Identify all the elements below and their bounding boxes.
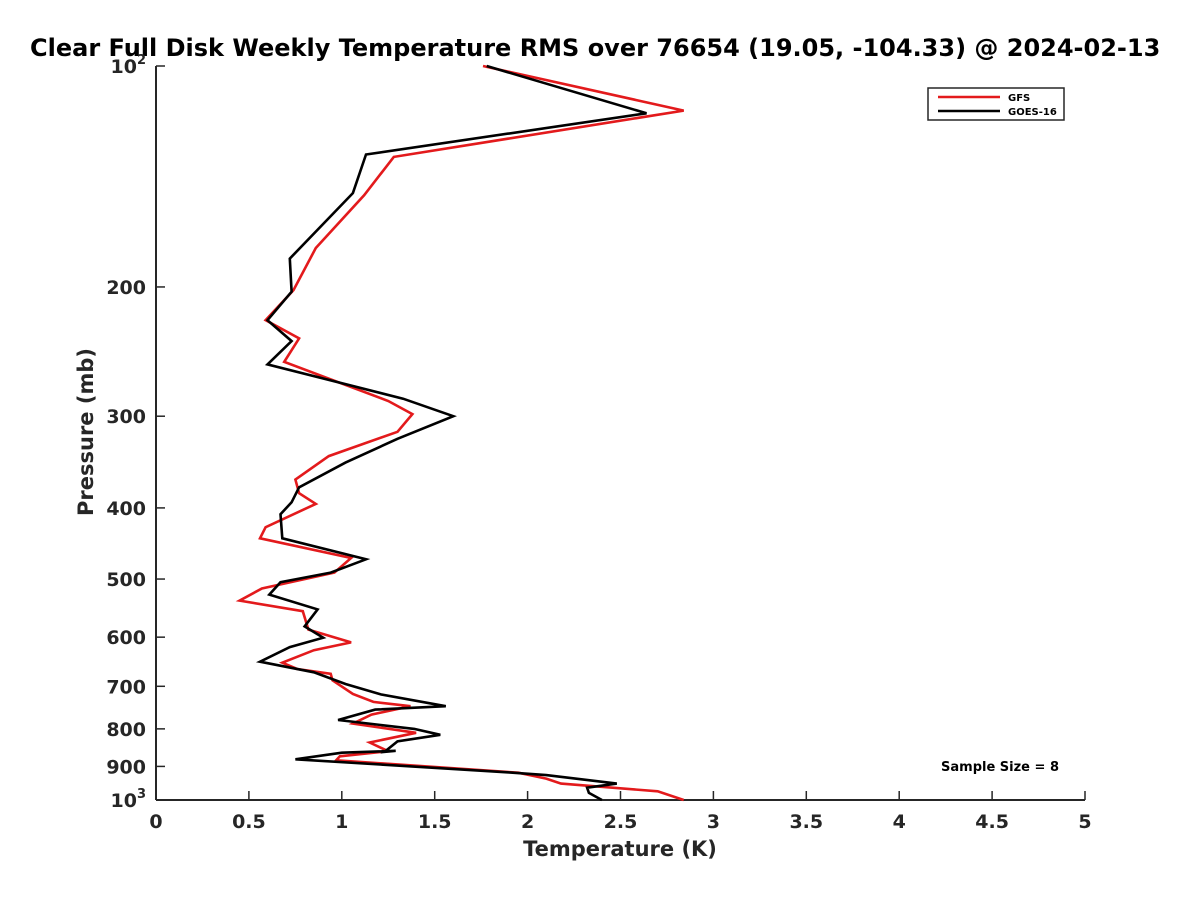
legend-entry: GFS <box>1008 93 1030 104</box>
y-tick-base: 10 <box>111 790 137 812</box>
x-tick-label: 4 <box>893 811 906 833</box>
x-tick-label: 2 <box>521 811 534 833</box>
y-tick-label: 800 <box>106 719 146 741</box>
axes: 0 0.5 1 1.5 2 2.5 3 3.5 4 4.5 51022003004005006007… <box>106 53 1091 833</box>
x-axis-label: Temperature (K) <box>523 837 717 861</box>
chart-title: Clear Full Disk Weekly Temperature RMS o… <box>30 34 1160 62</box>
y-tick-exponent: 2 <box>137 53 146 68</box>
x-tick-label: 2.5 <box>604 811 638 833</box>
y-tick-label: 700 <box>106 676 146 698</box>
y-tick-label: 500 <box>106 569 146 591</box>
x-tick-label: 0.5 <box>232 811 266 833</box>
y-tick-base: 200 <box>106 277 146 299</box>
y-tick-base: 400 <box>106 498 146 520</box>
y-tick-base: 600 <box>106 627 146 649</box>
legend-entry: GOES-16 <box>1008 107 1057 118</box>
y-tick-label: 300 <box>106 406 146 428</box>
y-tick-base: 500 <box>106 569 146 591</box>
y-tick-exponent: 3 <box>137 787 146 802</box>
y-tick-base: 300 <box>106 406 146 428</box>
y-tick-label: 102 <box>111 53 147 78</box>
x-tick-label: 1.5 <box>418 811 452 833</box>
y-tick-label: 400 <box>106 498 146 520</box>
x-tick-label: 4.5 <box>975 811 1009 833</box>
y-tick-base: 800 <box>106 719 146 741</box>
y-axis-label: Pressure (mb) <box>74 348 98 516</box>
x-tick-label: 1 <box>335 811 348 833</box>
series-line-gfs <box>235 64 685 802</box>
x-tick-label: 3.5 <box>789 811 823 833</box>
x-tick-label: 3 <box>707 811 720 833</box>
y-tick-base: 700 <box>106 676 146 698</box>
y-tick-label: 600 <box>106 627 146 649</box>
series-line-goes-16 <box>255 64 647 802</box>
y-tick-label: 103 <box>111 787 147 812</box>
legend: GFS GOES-16 <box>927 87 1065 121</box>
legend-box <box>927 87 1065 121</box>
y-tick-base: 900 <box>106 756 146 778</box>
series-lines <box>235 64 685 802</box>
y-tick-label: 200 <box>106 277 146 299</box>
y-tick-label: 900 <box>106 756 146 778</box>
sample-size-annotation: Sample Size = 8 <box>941 760 1059 775</box>
x-tick-label: 0 <box>149 811 162 833</box>
x-tick-label: 5 <box>1078 811 1091 833</box>
y-tick-base: 10 <box>111 56 137 78</box>
